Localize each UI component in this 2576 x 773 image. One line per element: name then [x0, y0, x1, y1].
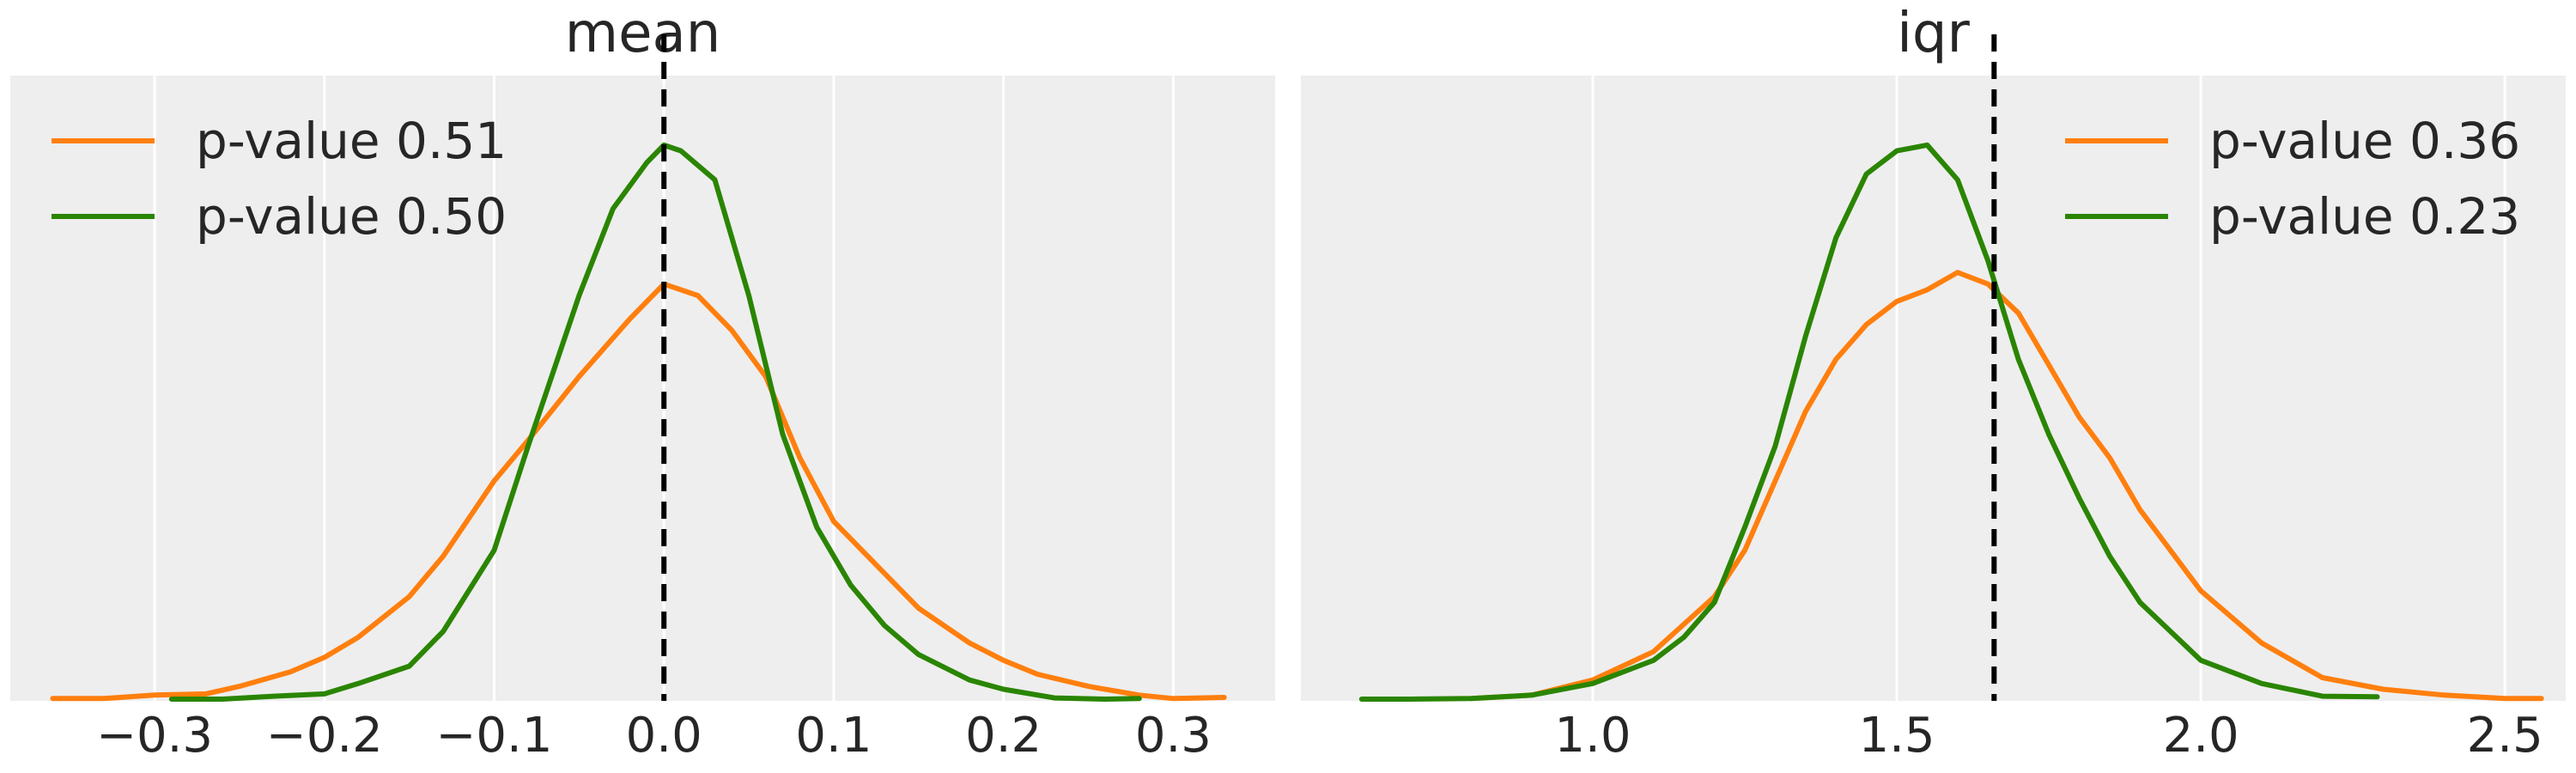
chart-title: mean — [565, 2, 721, 65]
x-tick-label: 0.3 — [1135, 708, 1212, 764]
chart-title: iqr — [1897, 2, 1970, 65]
x-tick-label: 1.0 — [1554, 708, 1631, 764]
x-tick-label: 0.0 — [626, 708, 702, 764]
chart-panel-1: iqr 1.0 1.5 2.0 2.5 p-value 0.36 p-value 0.23 — [1301, 2, 2566, 764]
series-line-1 — [168, 142, 1142, 702]
series-line-1 — [1358, 142, 2380, 702]
plot-background — [10, 76, 1275, 701]
x-tick-label: −0.1 — [436, 708, 553, 764]
legend-label: p-value 0.23 — [2209, 187, 2520, 246]
x-tick-label: −0.3 — [96, 708, 213, 764]
chart-panel-0: mean −0.3 −0.2 −0.1 0.0 0.1 0.2 0.3 p-value 0.51… — [10, 2, 1275, 764]
x-tick-label: 2.5 — [2467, 708, 2543, 764]
x-tick-label: 0.1 — [795, 708, 872, 764]
x-tick-label: 0.2 — [965, 708, 1042, 764]
x-tick-label: −0.2 — [266, 708, 383, 764]
legend-label: p-value 0.50 — [196, 187, 507, 246]
x-tick-label: 1.5 — [1858, 708, 1935, 764]
legend-label: p-value 0.51 — [196, 112, 507, 170]
legend-label: p-value 0.36 — [2209, 112, 2520, 170]
panels: mean −0.3 −0.2 −0.1 0.0 0.1 0.2 0.3 p-value 0.51… — [10, 2, 2566, 764]
x-tick-label: 2.0 — [2163, 708, 2239, 764]
plot-background — [1301, 76, 2566, 701]
